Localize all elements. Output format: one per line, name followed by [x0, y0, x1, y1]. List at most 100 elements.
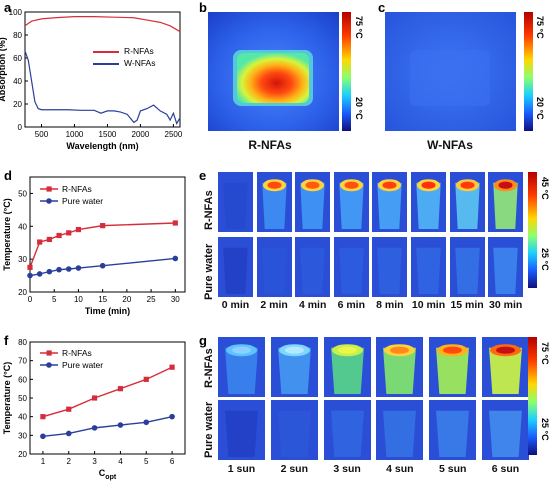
cup-body	[223, 182, 248, 229]
x-tick-label: 5	[52, 295, 57, 304]
chart-d: 0 5 10 15 20 25 30 20 30 40 50 Time (min) Temperatur…	[2, 176, 186, 316]
data-point	[99, 262, 106, 269]
y-tick-label: 0	[18, 123, 23, 132]
x-tick-label: 2000	[132, 130, 150, 139]
panel-label-g: g	[199, 333, 207, 348]
caption-c: W-NFAs	[427, 138, 473, 152]
x-axis-label: Wavelength (nm)	[66, 141, 138, 151]
legend-f-r-nfas: R-NFAs	[62, 348, 92, 358]
cup-body	[416, 182, 441, 229]
y-tick-label: 40	[18, 413, 27, 422]
column-label: 15 min	[450, 299, 484, 311]
data-point	[172, 220, 178, 226]
colorbar-b-min: 20 °C	[354, 97, 364, 120]
data-point	[40, 433, 46, 440]
thermal-cell-pure-water	[482, 400, 529, 460]
cup-body	[277, 410, 311, 457]
thermal-cell-r-nfas	[218, 337, 265, 397]
panel-label-c: c	[378, 0, 386, 15]
y-tick-label: 70	[18, 357, 27, 366]
x-tick-label: 0	[28, 295, 33, 304]
colorbar-g	[528, 337, 537, 455]
legend-d-pure-water: Pure water	[62, 196, 104, 206]
data-point	[172, 255, 179, 262]
column-label: 2 sun	[280, 463, 309, 475]
cup-body	[489, 347, 522, 394]
data-point	[65, 266, 72, 272]
column-label: 6 min	[337, 299, 366, 311]
cup-body	[377, 247, 403, 294]
thermal-cell-r-nfas	[295, 172, 331, 232]
cup-body	[339, 182, 364, 229]
data-point	[143, 376, 149, 382]
row-label-g-r-nfas: R-NFAs	[203, 348, 215, 388]
column-label: 4 sun	[386, 463, 414, 475]
thermal-cell-pure-water	[411, 237, 446, 297]
colorbar-g-max: 75 °C	[540, 342, 550, 365]
cup-hot-core	[344, 181, 359, 189]
data-point	[40, 414, 46, 420]
panel-label-b: b	[199, 0, 207, 15]
y-tick-label: 30	[18, 431, 27, 440]
thermal-image-r-nfas	[208, 12, 339, 131]
cup-hot-core	[267, 181, 282, 189]
cup-hot-core	[337, 346, 357, 354]
thermal-cell-pure-water	[256, 237, 292, 297]
x-tick-label: 15	[98, 295, 107, 304]
caption-b: R-NFAs	[248, 138, 292, 152]
series-line-w-nfas	[24, 50, 181, 126]
plot-frame	[24, 11, 181, 128]
data-point	[75, 226, 82, 233]
panel-label-d: d	[4, 168, 12, 183]
column-label: 5 sun	[438, 463, 467, 475]
data-point	[46, 268, 53, 275]
cup-body	[454, 247, 480, 294]
cup-hot-core	[460, 181, 475, 189]
data-point	[75, 265, 82, 271]
cup-body	[383, 410, 417, 457]
colorbar-e-min: 25 °C	[540, 248, 550, 271]
y-tick-label: 40	[18, 222, 27, 231]
cup-hot-core	[421, 181, 436, 189]
cup-hot-core	[496, 346, 515, 354]
column-label: 30 min	[489, 299, 523, 311]
legend-marker	[46, 362, 52, 368]
legend-d-r-nfas: R-NFAs	[62, 184, 92, 194]
y-tick-label: 50	[18, 394, 27, 403]
cup-hot-core	[443, 346, 463, 354]
legend-line-r-nfas	[93, 51, 119, 53]
y-tick-label: 30	[18, 255, 27, 264]
cup-body	[493, 182, 518, 229]
data-point	[56, 266, 62, 273]
thermal-cell-pure-water	[429, 400, 477, 460]
data-point	[46, 236, 52, 243]
y-tick-label: 20	[18, 288, 27, 297]
x-tick-label: 500	[35, 130, 49, 139]
data-point	[117, 422, 124, 428]
y-axis-label: Temperature (°C)	[2, 362, 12, 434]
x-tick-label: 3	[92, 457, 97, 466]
chart-f: 1 2 3 4 5 6 20 30 40 50 60 70 80 Copt Temperature (°C)	[2, 338, 186, 481]
x-tick-label: 6	[170, 457, 175, 466]
data-point	[66, 230, 72, 236]
column-label: 4 min	[298, 299, 327, 311]
data-point	[169, 413, 175, 420]
colorbar-b-max: 75 °C	[354, 16, 364, 39]
y-tick-label: 40	[13, 77, 22, 86]
row-label-g-pure-water: Pure water	[203, 401, 215, 458]
thermal-cell-pure-water	[449, 237, 485, 297]
y-tick-label: 100	[9, 8, 23, 17]
cup-hot-core	[498, 181, 513, 189]
cup-hot-core	[382, 181, 397, 189]
column-label: 6 sun	[491, 463, 520, 475]
legend-label-r-nfas: R-NFAs	[124, 46, 154, 56]
legend-marker	[46, 198, 52, 204]
thermal-image-w-nfas	[385, 12, 516, 131]
thermal-cell-pure-water	[270, 400, 318, 460]
x-tick-label: 25	[147, 295, 156, 304]
cup-body	[339, 247, 364, 294]
cup-body	[277, 347, 311, 394]
thermal-cell-pure-water	[376, 400, 424, 460]
legend-marker	[46, 350, 52, 356]
cup-body	[493, 247, 518, 294]
